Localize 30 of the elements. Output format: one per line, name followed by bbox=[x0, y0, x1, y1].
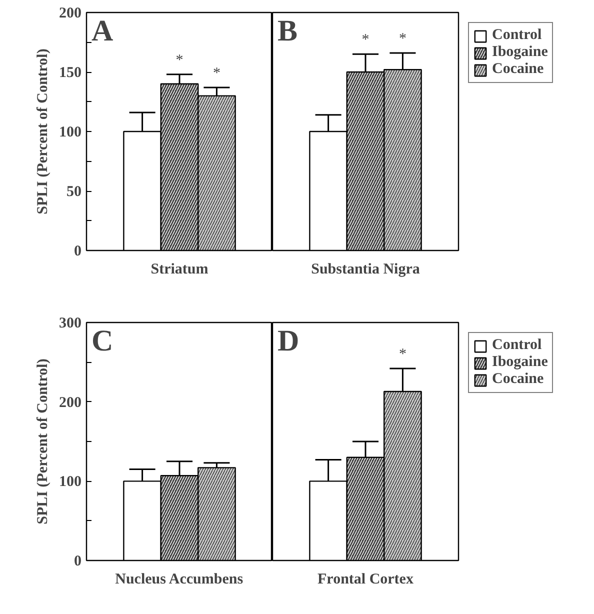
legend-label: Ibogaine bbox=[492, 44, 548, 61]
y-tick-label: 0 bbox=[74, 554, 82, 570]
data-label: * bbox=[398, 30, 406, 47]
legend-label: Ibogaine bbox=[492, 354, 548, 371]
x-tick-label: Striatum bbox=[150, 262, 209, 278]
y-axis-title: SPLI (Percent of Control) bbox=[35, 358, 51, 524]
x-tick-label: Frontal Cortex bbox=[318, 572, 414, 588]
x-tick-label: Nucleus Accumbens bbox=[115, 572, 244, 588]
y-tick-label: 100 bbox=[59, 474, 82, 490]
legend-label: Control bbox=[492, 337, 542, 354]
data-label: * bbox=[176, 52, 184, 68]
data-label: * bbox=[362, 32, 370, 48]
legend-label: Cocaine bbox=[492, 61, 544, 78]
legend-label: Control bbox=[492, 27, 542, 44]
data-label: * bbox=[398, 346, 406, 363]
y-tick-label: 150 bbox=[59, 65, 82, 81]
legend-label: Cocaine bbox=[492, 371, 544, 388]
y-tick-label: 0 bbox=[74, 244, 82, 260]
y-tick-label: 200 bbox=[59, 394, 82, 411]
x-tick-label: Substantia Nigra bbox=[311, 262, 420, 278]
y-tick-label: 50 bbox=[66, 184, 82, 200]
y-axis-title: SPLI (Percent of Control) bbox=[35, 48, 51, 214]
chart-title: C bbox=[92, 324, 114, 358]
data-label: * bbox=[212, 65, 220, 82]
y-tick-label: 300 bbox=[59, 316, 82, 332]
chart-title: A bbox=[92, 14, 114, 48]
y-tick-label: 100 bbox=[59, 124, 82, 140]
chart-title: B bbox=[278, 14, 298, 48]
y-tick-label: 200 bbox=[59, 6, 82, 22]
chart-title: D bbox=[278, 324, 300, 358]
